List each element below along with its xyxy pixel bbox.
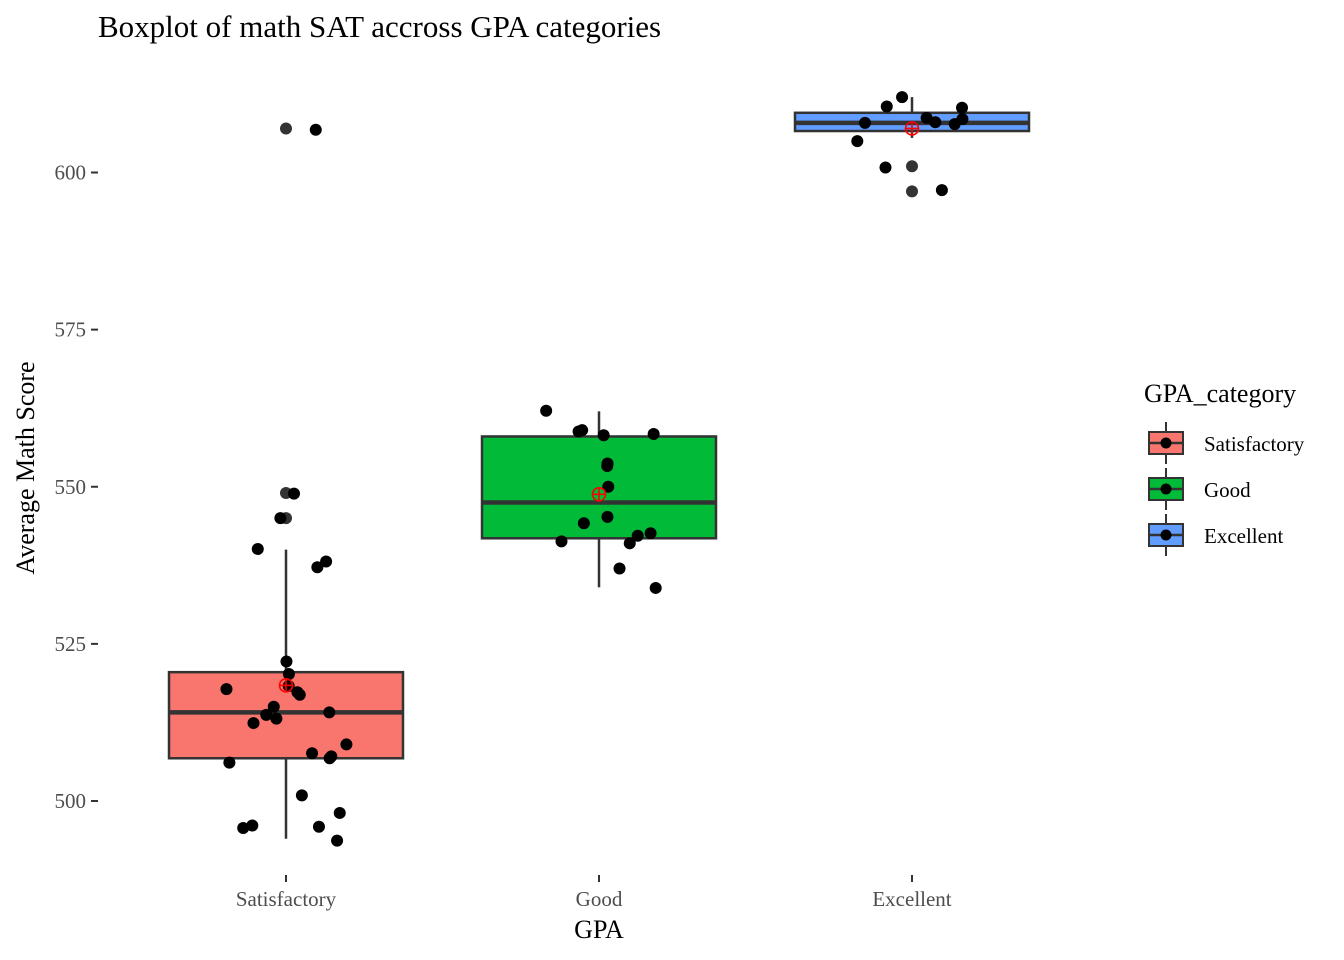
data-point <box>555 535 568 548</box>
data-point <box>577 517 590 530</box>
data-point <box>644 527 657 540</box>
y-axis-label: Average Math Score <box>11 361 40 574</box>
data-point <box>613 562 626 575</box>
data-point <box>320 555 333 568</box>
data-point <box>295 789 308 802</box>
data-point <box>896 91 909 104</box>
data-point <box>282 668 295 681</box>
data-point <box>649 581 662 594</box>
y-tick-label: 500 <box>55 789 87 813</box>
data-point <box>220 683 233 696</box>
data-point <box>331 834 344 847</box>
chart-title: Boxplot of math SAT accross GPA categori… <box>98 9 661 44</box>
data-point <box>623 537 636 550</box>
data-point <box>597 429 610 442</box>
y-axis: 500 525 550 575 600 <box>55 161 98 813</box>
data-point <box>311 561 324 574</box>
outlier-point <box>906 160 918 173</box>
legend-key-point <box>1160 529 1172 541</box>
data-point <box>223 756 236 769</box>
data-point <box>309 123 322 136</box>
x-tick-label: Excellent <box>872 887 951 911</box>
data-point <box>270 712 283 725</box>
data-point <box>880 100 893 113</box>
data-point <box>251 542 264 555</box>
data-point <box>851 135 864 148</box>
x-tick-label: Satisfactory <box>236 887 337 911</box>
data-point <box>956 101 969 114</box>
data-point <box>340 738 353 751</box>
outlier-point <box>280 122 292 135</box>
y-tick-label: 600 <box>55 161 87 185</box>
data-point <box>540 404 553 417</box>
data-point <box>246 819 259 832</box>
data-point <box>323 706 336 719</box>
data-point <box>287 487 300 500</box>
legend-item-good: Good <box>1148 468 1251 510</box>
data-point <box>935 184 948 197</box>
legend-key-point <box>1160 483 1172 495</box>
data-point <box>247 717 260 730</box>
data-point <box>601 510 614 523</box>
data-point <box>280 655 293 668</box>
y-tick-label: 575 <box>55 318 87 342</box>
data-point <box>858 116 871 129</box>
legend-key-point <box>1160 437 1172 449</box>
data-point <box>323 752 336 765</box>
legend-label: Good <box>1204 478 1251 502</box>
y-tick-label: 550 <box>55 475 87 499</box>
data-point <box>929 116 942 129</box>
data-point <box>237 822 250 835</box>
legend-label: Satisfactory <box>1204 432 1305 456</box>
legend-item-excellent: Excellent <box>1148 514 1283 556</box>
data-point <box>293 688 306 701</box>
data-point <box>602 480 615 493</box>
data-point <box>333 806 346 819</box>
x-axis-label: GPA <box>574 915 624 944</box>
legend: GPA_category Satisfactory Good Excellent <box>1144 379 1305 556</box>
legend-title: GPA_category <box>1144 379 1296 408</box>
data-point <box>647 427 660 440</box>
data-point <box>601 460 614 473</box>
data-point <box>631 529 644 542</box>
boxplot-excellent <box>793 91 1031 198</box>
x-tick-label: Good <box>576 887 623 911</box>
plot-area <box>167 91 1031 847</box>
outlier-point <box>906 185 918 198</box>
boxplot-good <box>480 404 718 594</box>
legend-label: Excellent <box>1204 524 1283 548</box>
data-point <box>274 512 287 525</box>
legend-item-satisfactory: Satisfactory <box>1148 422 1305 464</box>
x-axis: Satisfactory Good Excellent <box>236 875 952 911</box>
boxplot-satisfactory <box>167 122 405 847</box>
data-point <box>312 820 325 833</box>
data-point <box>306 747 319 760</box>
data-point <box>948 118 961 131</box>
data-point <box>267 700 280 713</box>
data-point <box>879 161 892 174</box>
y-tick-label: 525 <box>55 632 87 656</box>
data-point <box>260 708 273 721</box>
data-point <box>572 425 585 438</box>
